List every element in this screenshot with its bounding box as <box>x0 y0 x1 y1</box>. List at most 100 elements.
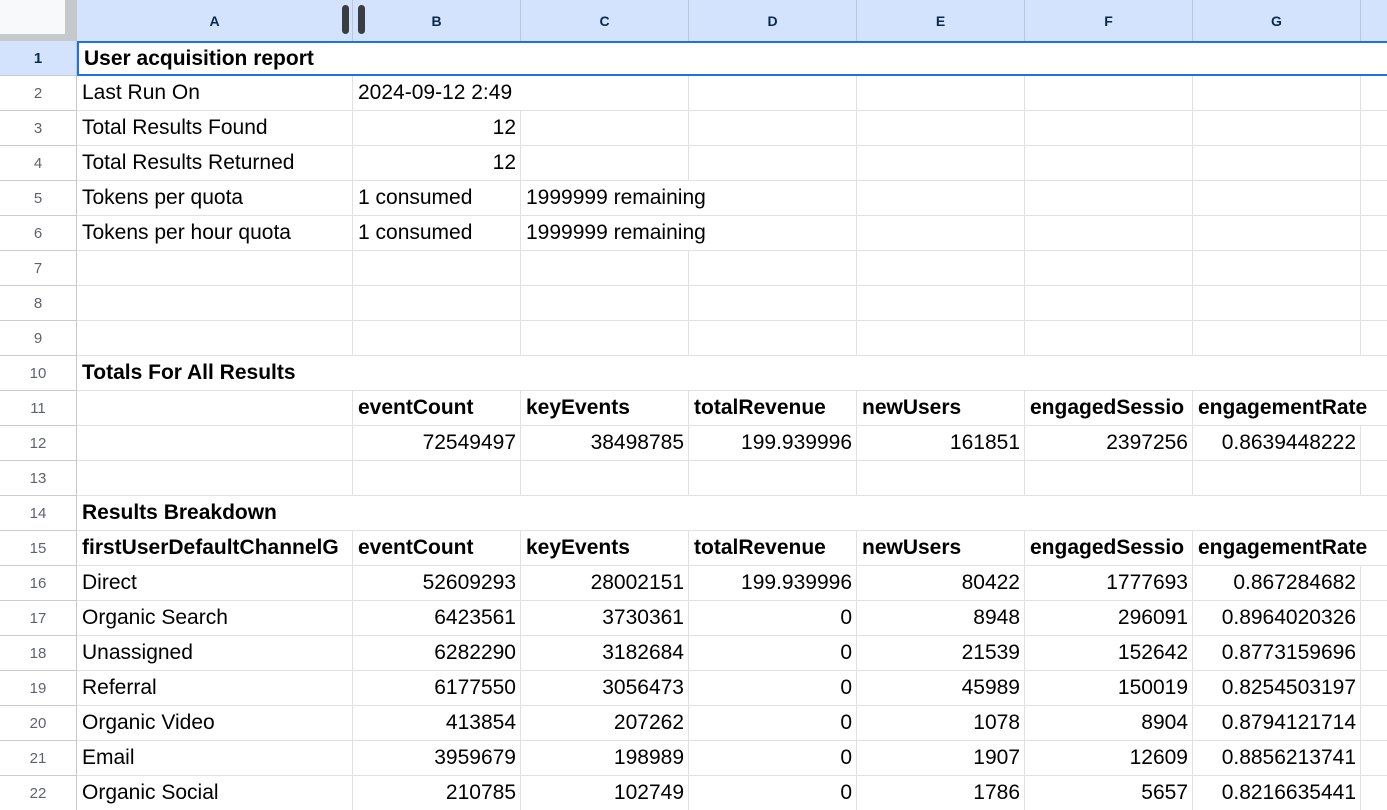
cell-A15[interactable]: firstUserDefaultChannelG <box>77 531 353 566</box>
cell-B9[interactable] <box>353 321 521 356</box>
cell-B3[interactable]: 12 <box>353 111 521 146</box>
cell-E3[interactable] <box>857 111 1025 146</box>
cell-F3[interactable] <box>1025 111 1193 146</box>
cell-B17[interactable]: 6423561 <box>353 601 521 636</box>
cell-H21[interactable] <box>1361 741 1387 776</box>
cell-C4[interactable] <box>521 146 689 181</box>
cell-C9[interactable] <box>521 321 689 356</box>
cell-E5[interactable] <box>857 181 1025 216</box>
row-header-21[interactable]: 21 <box>0 741 77 776</box>
cell-H19[interactable] <box>1361 671 1387 706</box>
cell-E8[interactable] <box>857 286 1025 321</box>
cell-G11[interactable]: engagementRate <box>1193 391 1367 426</box>
cell-G15[interactable]: engagementRate <box>1193 531 1367 566</box>
cell-F18[interactable]: 152642 <box>1025 636 1193 671</box>
cell-E17[interactable]: 8948 <box>857 601 1025 636</box>
cell-A10-merged[interactable]: Totals For All Results <box>77 356 1387 391</box>
cell-E22[interactable]: 1786 <box>857 776 1025 810</box>
cell-C16[interactable]: 28002151 <box>521 566 689 601</box>
cell-D3[interactable] <box>689 111 857 146</box>
cell-E12[interactable]: 161851 <box>857 426 1025 461</box>
cell-D4[interactable] <box>689 146 857 181</box>
cell-D22[interactable]: 0 <box>689 776 857 810</box>
cell-D2[interactable] <box>689 76 857 111</box>
cell-D16[interactable]: 199.939996 <box>689 566 857 601</box>
cell-C19[interactable]: 3056473 <box>521 671 689 706</box>
cell-D20[interactable]: 0 <box>689 706 857 741</box>
cell-G7[interactable] <box>1193 251 1361 286</box>
cell-A21[interactable]: Email <box>77 741 353 776</box>
cell-H12[interactable] <box>1361 426 1387 461</box>
cell-D8[interactable] <box>689 286 857 321</box>
cell-C11[interactable]: keyEvents <box>521 391 689 426</box>
cell-A11[interactable] <box>77 391 353 426</box>
cell-E7[interactable] <box>857 251 1025 286</box>
cell-A19[interactable]: Referral <box>77 671 353 706</box>
cell-H9[interactable] <box>1361 321 1387 356</box>
cell-C17[interactable]: 3730361 <box>521 601 689 636</box>
cell-G3[interactable] <box>1193 111 1361 146</box>
cell-B16[interactable]: 52609293 <box>353 566 521 601</box>
cell-G18[interactable]: 0.8773159696 <box>1193 636 1361 671</box>
row-header-9[interactable]: 9 <box>0 321 77 356</box>
row-header-12[interactable]: 12 <box>0 426 77 461</box>
column-header-E[interactable]: E <box>857 0 1025 41</box>
row-header-11[interactable]: 11 <box>0 391 77 426</box>
cell-G16[interactable]: 0.867284682 <box>1193 566 1361 601</box>
cell-F16[interactable]: 1777693 <box>1025 566 1193 601</box>
cell-F2[interactable] <box>1025 76 1193 111</box>
row-header-15[interactable]: 15 <box>0 531 77 566</box>
cell-C18[interactable]: 3182684 <box>521 636 689 671</box>
cell-A4[interactable]: Total Results Returned <box>77 146 353 181</box>
cell-A7[interactable] <box>77 251 353 286</box>
cell-H13[interactable] <box>1361 461 1387 496</box>
cell-E19[interactable]: 45989 <box>857 671 1025 706</box>
cell-F6[interactable] <box>1025 216 1193 251</box>
cell-F20[interactable]: 8904 <box>1025 706 1193 741</box>
cell-E15[interactable]: newUsers <box>857 531 1025 566</box>
row-header-6[interactable]: 6 <box>0 216 77 251</box>
cell-G2[interactable] <box>1193 76 1361 111</box>
row-header-19[interactable]: 19 <box>0 671 77 706</box>
select-all-corner[interactable] <box>0 0 77 41</box>
cell-A16[interactable]: Direct <box>77 566 353 601</box>
cell-B2[interactable]: 2024-09-12 2:49 <box>353 76 521 111</box>
cell-F4[interactable] <box>1025 146 1193 181</box>
cell-D17[interactable]: 0 <box>689 601 857 636</box>
cell-B8[interactable] <box>353 286 521 321</box>
row-header-13[interactable]: 13 <box>0 461 77 496</box>
cell-D5[interactable] <box>689 181 857 216</box>
cell-F12[interactable]: 2397256 <box>1025 426 1193 461</box>
cell-C6[interactable]: 1999999 remaining <box>521 216 706 251</box>
cell-G17[interactable]: 0.8964020326 <box>1193 601 1361 636</box>
cell-E11[interactable]: newUsers <box>857 391 1025 426</box>
row-header-17[interactable]: 17 <box>0 601 77 636</box>
cell-G8[interactable] <box>1193 286 1361 321</box>
cell-D18[interactable]: 0 <box>689 636 857 671</box>
cell-A5[interactable]: Tokens per quota <box>77 181 353 216</box>
cell-B22[interactable]: 210785 <box>353 776 521 810</box>
cell-H4[interactable] <box>1361 146 1387 181</box>
cell-E13[interactable] <box>857 461 1025 496</box>
row-header-3[interactable]: 3 <box>0 111 77 146</box>
cell-A22[interactable]: Organic Social <box>77 776 353 810</box>
cell-D12[interactable]: 199.939996 <box>689 426 857 461</box>
cell-C5[interactable]: 1999999 remaining <box>521 181 706 216</box>
cell-H5[interactable] <box>1361 181 1387 216</box>
cell-D15[interactable]: totalRevenue <box>689 531 857 566</box>
row-header-4[interactable]: 4 <box>0 146 77 181</box>
cell-A13[interactable] <box>77 461 353 496</box>
cell-C2[interactable] <box>521 76 689 111</box>
cell-A3[interactable]: Total Results Found <box>77 111 353 146</box>
cell-H22[interactable] <box>1361 776 1387 810</box>
cell-A14-merged[interactable]: Results Breakdown <box>77 496 1387 531</box>
cell-F5[interactable] <box>1025 181 1193 216</box>
cell-B7[interactable] <box>353 251 521 286</box>
row-header-14[interactable]: 14 <box>0 496 77 531</box>
cell-E2[interactable] <box>857 76 1025 111</box>
cell-B15[interactable]: eventCount <box>353 531 521 566</box>
cell-F17[interactable]: 296091 <box>1025 601 1193 636</box>
cell-G12[interactable]: 0.8639448222 <box>1193 426 1361 461</box>
cell-G5[interactable] <box>1193 181 1361 216</box>
column-header-B[interactable]: B <box>353 0 521 41</box>
